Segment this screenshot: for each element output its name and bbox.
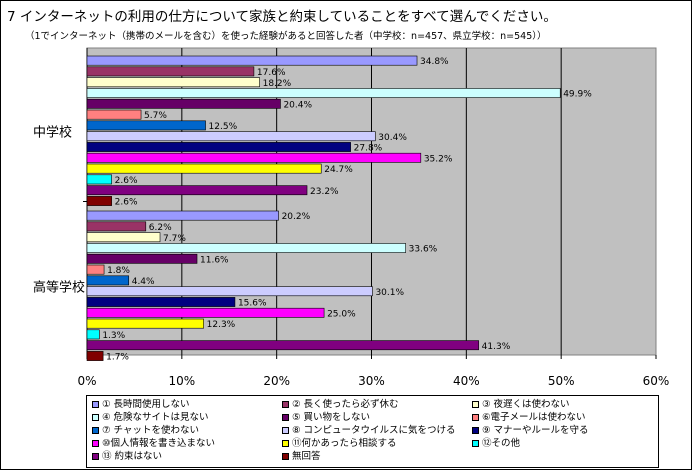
bar-value-label: 23.2% <box>310 187 339 197</box>
bar-value-label: 7.7% <box>163 234 186 244</box>
bar-value-label: 41.3% <box>482 342 511 352</box>
legend-swatch <box>282 427 289 434</box>
bar-value-label: 2.6% <box>115 198 138 208</box>
bar <box>86 286 373 297</box>
x-tick-label: 0% <box>77 374 96 388</box>
legend-label: ⑬ 約束はない <box>102 451 163 462</box>
bar-value-label: 24.7% <box>324 165 353 175</box>
x-tick-label: 60% <box>643 374 670 388</box>
bar <box>86 264 105 275</box>
x-tick-label: 20% <box>263 374 290 388</box>
bar-value-label: 30.4% <box>378 133 407 143</box>
bar <box>86 66 255 77</box>
bar <box>86 131 376 142</box>
legend-label: ⑪何かあったら相談する <box>292 438 397 449</box>
bar <box>86 55 418 66</box>
bar-value-label: 1.8% <box>107 266 130 276</box>
group-label: 中学校 <box>33 125 72 141</box>
legend-swatch <box>282 453 289 460</box>
bar <box>86 185 308 196</box>
bar <box>86 98 281 109</box>
bar <box>86 297 236 307</box>
bar-value-label: 20.4% <box>283 100 312 110</box>
chart-subtitle: （1でインターネット（携帯のメールを含む）を使った経験があると回答した者（中学校… <box>25 31 547 42</box>
legend-label: ① 長時間使用しない <box>102 399 190 410</box>
bar-value-label: 18.2% <box>263 79 292 89</box>
bar-value-label: 30.1% <box>375 288 404 298</box>
bar <box>86 210 279 221</box>
bar-value-label: 49.9% <box>563 90 592 100</box>
legend-swatch <box>92 427 99 434</box>
bar <box>86 88 561 98</box>
legend-swatch <box>282 414 289 421</box>
legend-swatch <box>282 440 289 447</box>
bar <box>86 243 406 253</box>
bar <box>86 232 161 243</box>
legend-swatch <box>92 414 99 421</box>
bar-value-label: 15.6% <box>238 299 267 309</box>
bar-value-label: 17.6% <box>257 68 286 78</box>
bar <box>86 318 204 329</box>
legend-label: ⑩個人情報を書き込まない <box>102 438 216 449</box>
legend-swatch <box>92 440 99 447</box>
bar <box>86 196 112 206</box>
x-tick-label: 50% <box>548 374 575 388</box>
legend-label: ⑦ チャットを使わない <box>102 425 199 436</box>
bar-value-label: 2.6% <box>115 176 138 186</box>
bar <box>86 253 198 264</box>
bar <box>86 221 147 232</box>
bar-value-label: 6.2% <box>149 223 172 233</box>
legend-swatch <box>92 401 99 408</box>
bar <box>86 163 322 174</box>
bar-value-label: 20.2% <box>282 212 311 222</box>
bar-value-label: 27.8% <box>354 144 383 154</box>
legend-swatch <box>92 453 99 460</box>
chart-legend: ① 長時間使用しない ② 長く使ったら必ず休む ③ 夜遅くは使わない ④ 危険なサイト… <box>86 395 659 468</box>
bar <box>86 109 142 120</box>
legend-swatch <box>472 401 479 408</box>
bar-value-label: 35.2% <box>424 154 453 164</box>
legend-label: ⑥電子メールは使わない <box>482 412 586 423</box>
legend-swatch <box>282 401 289 408</box>
bar <box>86 77 260 88</box>
legend-swatch <box>472 414 479 421</box>
legend-label: ⑨ マナーやルールを守る <box>482 425 589 436</box>
bar-chart-plot: 0% 10% 20% 30% 40% 50% 60% 中学校 34.8% 17.6%18.2% 49… <box>33 47 670 388</box>
x-tick-label: 30% <box>358 374 385 388</box>
bar-value-label: 33.6% <box>409 245 438 255</box>
bar-value-label: 1.7% <box>106 353 129 363</box>
bar-value-label: 12.3% <box>207 320 236 330</box>
legend-label: ④ 危険なサイトは見ない <box>102 412 209 423</box>
legend-swatch <box>472 440 479 447</box>
bar-value-label: 5.7% <box>144 111 167 121</box>
legend-label: ② 長く使ったら必ず休む <box>292 399 399 410</box>
bar-value-label: 1.3% <box>102 331 125 341</box>
legend-label: ⑫その他 <box>482 438 521 449</box>
group-label: 高等学校 <box>33 280 85 296</box>
bar <box>86 329 100 340</box>
bar <box>86 142 351 152</box>
legend-swatch <box>472 427 479 434</box>
bar <box>86 174 112 185</box>
bar <box>86 152 422 163</box>
bar-value-label: 11.6% <box>200 255 229 265</box>
bar <box>86 351 104 361</box>
bar <box>86 275 130 286</box>
bar <box>86 340 479 351</box>
bar-value-label: 25.0% <box>327 309 356 319</box>
chart-title: 7 インターネットの利用の仕方について家族と約束していることをすべて選んでくださ… <box>7 9 557 25</box>
x-tick-label: 40% <box>453 374 480 388</box>
legend-label: ⑧ コンピュータウイルスに気をつける <box>292 425 456 436</box>
x-tick-label: 10% <box>168 374 195 388</box>
bar-value-label: 34.8% <box>420 57 449 67</box>
bar <box>86 120 206 131</box>
bar <box>86 307 325 318</box>
bar-value-label: 12.5% <box>209 122 238 132</box>
legend-label: 無回答 <box>292 451 321 462</box>
legend-label: ③ 夜遅くは使わない <box>482 399 570 410</box>
legend-label: ⑤ 買い物をしない <box>292 412 371 423</box>
bar-value-label: 4.4% <box>132 277 155 287</box>
